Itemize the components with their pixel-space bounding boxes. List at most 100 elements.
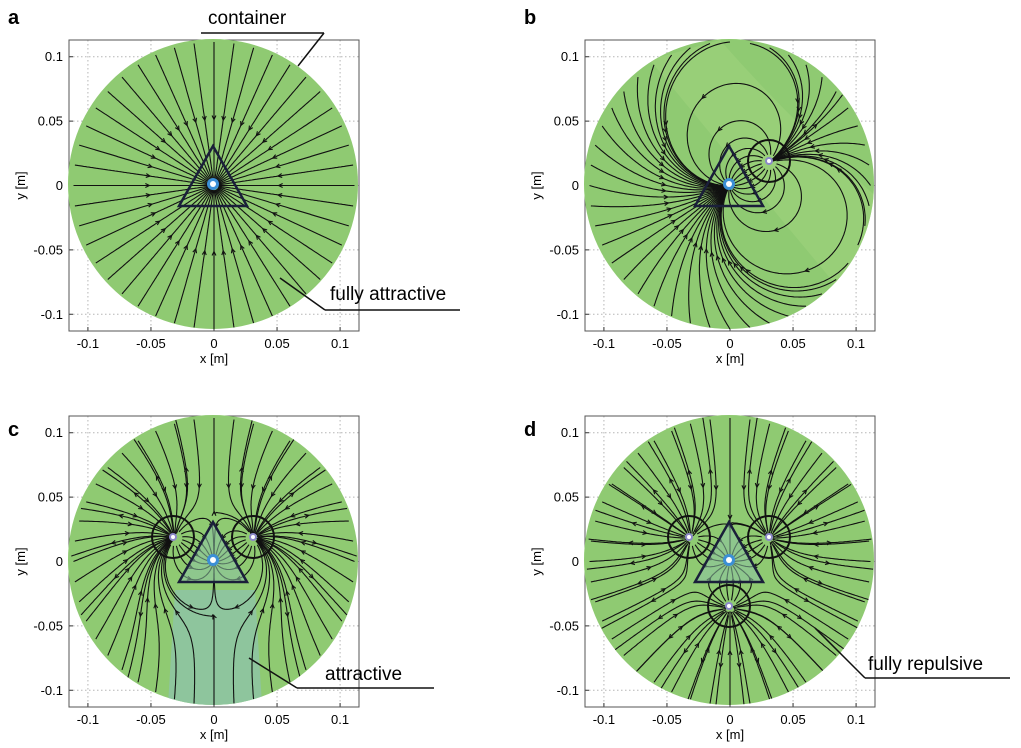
streamline <box>256 539 307 671</box>
streamline <box>218 164 354 186</box>
streamline <box>215 189 273 317</box>
x-tick-label: 0.05 <box>780 712 805 727</box>
streamline <box>85 538 171 622</box>
streamline <box>74 532 172 542</box>
streamline-arrow <box>138 590 143 596</box>
streamline <box>155 189 213 317</box>
streamline <box>637 452 690 535</box>
streamline-arrow <box>124 530 131 536</box>
streamline <box>771 107 849 161</box>
streamline-arrow <box>276 193 283 198</box>
x-axis-label: x [m] <box>716 727 744 742</box>
streamline <box>137 189 212 307</box>
streamline-arrow <box>192 247 198 254</box>
y-tick-label: -0.05 <box>33 618 63 633</box>
robot-triangle-b <box>692 143 766 208</box>
streamline <box>737 608 824 672</box>
streamline-arrow <box>627 540 634 546</box>
streamline <box>214 189 255 324</box>
streamline <box>647 64 726 187</box>
streamline-arrow <box>685 634 691 641</box>
streamline <box>175 419 189 531</box>
streamline-arrow <box>138 611 144 618</box>
streamline <box>660 47 727 187</box>
y-tick-label: 0 <box>56 554 63 569</box>
streamline <box>79 520 172 537</box>
source-marker-c-left <box>151 515 195 559</box>
streamline-arrow <box>211 115 217 121</box>
streamline-arrow <box>698 244 704 251</box>
streamline-arrow <box>761 209 768 214</box>
streamline-arrow <box>694 642 700 648</box>
y-axis-label: y [m] <box>13 547 28 575</box>
x-tick-label: 0 <box>726 336 733 351</box>
y-axis-label: y [m] <box>13 171 28 199</box>
streamline <box>623 467 689 535</box>
streamline-arrow <box>298 567 304 573</box>
streamline <box>637 187 728 295</box>
streamline-arrow <box>786 633 793 640</box>
streamline-arrow <box>192 117 198 124</box>
streamline <box>214 43 235 181</box>
streamline-arrow <box>240 120 245 127</box>
streamline-arrow <box>160 137 167 144</box>
x-tick-label: -0.1 <box>593 336 615 351</box>
streamline-arrow <box>311 539 318 545</box>
streamline <box>733 169 769 190</box>
streamline-arrow <box>754 482 760 489</box>
streamline-arrow <box>811 530 818 535</box>
streamline <box>601 542 691 622</box>
streamline-arrow <box>716 649 722 655</box>
streamline <box>623 91 726 188</box>
x-tick-label: -0.05 <box>136 712 166 727</box>
streamline <box>733 613 774 702</box>
streamline-arrow <box>709 251 715 257</box>
streamline-arrow <box>767 469 773 475</box>
streamline <box>259 507 348 535</box>
streamline <box>734 168 766 187</box>
streamline-arrow <box>801 124 807 130</box>
streamline-arrow <box>670 599 677 604</box>
streamline-arrow <box>160 227 167 234</box>
annotation-fully-attractive: fully attractive <box>279 277 460 311</box>
streamlines-a <box>73 42 355 329</box>
streamline-arrow <box>110 539 117 545</box>
streamline <box>623 604 727 656</box>
streamline <box>770 452 823 535</box>
streamline-arrow <box>817 152 824 158</box>
streamline-arrow <box>131 584 137 590</box>
streamline <box>107 467 174 536</box>
streamline-arrow <box>812 123 818 129</box>
streamline <box>733 591 849 640</box>
streamline-arrow <box>824 560 831 566</box>
streamline-arrow <box>807 566 814 571</box>
streamline-arrow <box>786 477 791 484</box>
streamline-arrow <box>174 125 180 132</box>
annotation-container-label: container <box>208 8 287 29</box>
streamline-arrow <box>813 554 819 560</box>
streamline-arrow <box>172 484 178 490</box>
streamline-arrow <box>747 468 752 474</box>
annotation-fully-repulsive: fully repulsive <box>814 627 1010 679</box>
streamline-arrow <box>657 614 664 620</box>
streamline <box>772 125 858 161</box>
streamline-arrow <box>673 224 680 231</box>
streamline-arrow <box>144 596 150 603</box>
x-tick-label: 0 <box>726 712 733 727</box>
streamline <box>735 611 800 690</box>
streamline-arrow <box>715 254 721 261</box>
streamline-arrow <box>284 504 290 510</box>
streamline-arrow <box>240 244 245 251</box>
source-marker-d-right <box>747 515 791 559</box>
x-axis-label: x [m] <box>716 351 744 366</box>
streamline <box>729 418 767 537</box>
streamline <box>256 537 350 603</box>
streamline-arrow <box>124 567 130 573</box>
streamline <box>218 185 354 207</box>
streamline-arrow <box>248 609 253 616</box>
streamline <box>772 501 859 538</box>
streamline-arrow <box>713 485 719 491</box>
streamline-arrow <box>201 249 207 256</box>
streamline-arrow <box>163 607 169 614</box>
streamline-arrow <box>687 469 693 475</box>
